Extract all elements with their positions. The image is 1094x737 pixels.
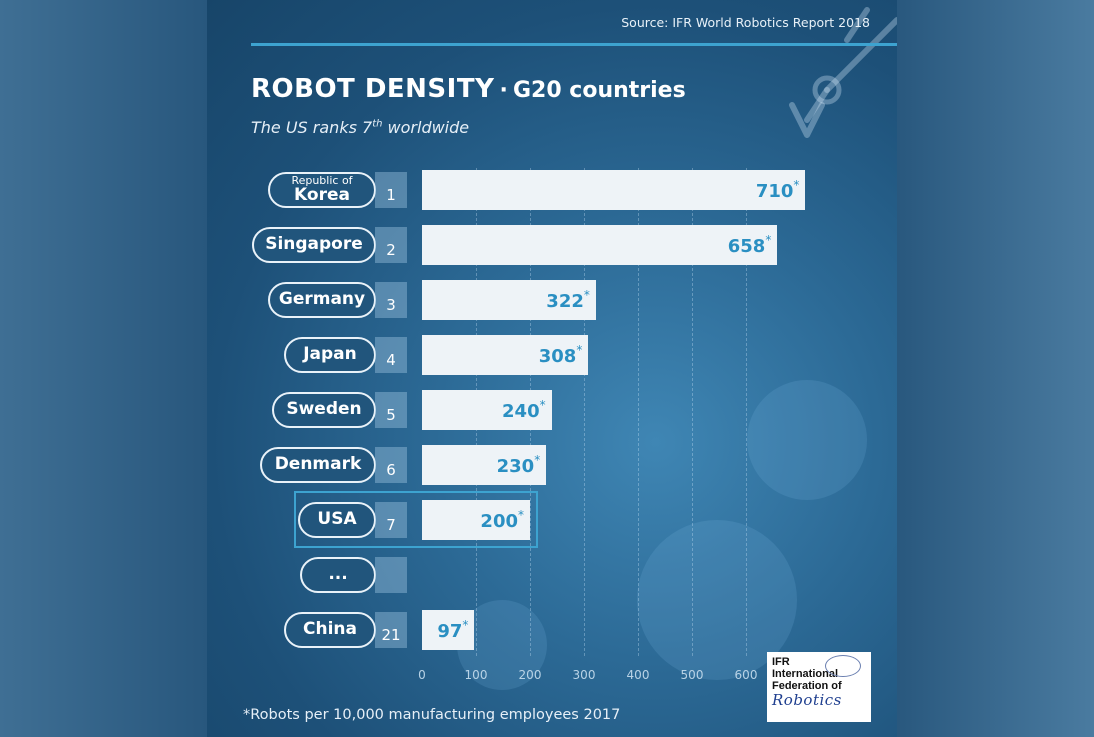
asterisk: *: [534, 453, 541, 467]
country-pill: Germany: [268, 282, 376, 318]
country-pill: ...: [300, 557, 376, 593]
usa-highlight-box: [294, 491, 538, 548]
logo-line: International: [772, 668, 839, 680]
footnote: *Robots per 10,000 manufacturing employe…: [243, 707, 621, 723]
chart-subtitle: The US ranks 7th worldwide: [251, 118, 469, 137]
bar: [422, 280, 596, 320]
globe-icon: [825, 655, 861, 677]
gridline: [692, 168, 693, 656]
subtitle-tail: worldwide: [382, 118, 470, 137]
x-tick-label: 300: [572, 668, 596, 682]
bokeh-light: [747, 380, 867, 500]
logo-line: IFR: [772, 656, 790, 668]
rank-label: 3: [375, 282, 407, 318]
logo-line: Federation of: [772, 680, 842, 692]
rank-label: 7: [375, 502, 407, 538]
right-backdrop: [897, 0, 1094, 737]
country-pill: Singapore: [252, 227, 376, 263]
x-tick-label: 100: [464, 668, 488, 682]
gridline: [746, 168, 747, 656]
country-pill: China: [284, 612, 376, 648]
data-value: 97: [437, 621, 463, 642]
rank-label: 5: [375, 392, 407, 428]
bar: [422, 445, 547, 485]
bar: [422, 335, 589, 375]
data-label: 322*: [422, 280, 590, 320]
left-backdrop: [0, 0, 207, 737]
title-main: ROBOT DENSITY: [251, 74, 495, 104]
subtitle-ordinal: th: [372, 118, 383, 130]
data-label: 97*: [422, 610, 468, 650]
country-pill: Republic of Korea: [268, 172, 376, 208]
data-label: 230*: [422, 445, 541, 485]
gridline: [584, 168, 585, 656]
data-value: 322: [546, 291, 584, 312]
gridline: [638, 168, 639, 656]
asterisk: *: [539, 398, 546, 412]
data-label: 710*: [422, 170, 800, 210]
x-tick-label: 400: [626, 668, 650, 682]
data-label: 658*: [422, 225, 772, 265]
asterisk: *: [793, 178, 800, 192]
rank-label: 1: [375, 172, 407, 208]
source-credit: Source: IFR World Robotics Report 2018: [621, 15, 870, 30]
asterisk: *: [583, 288, 590, 302]
subtitle-text: The US ranks 7: [251, 118, 373, 137]
bar: [422, 170, 806, 210]
data-label: 240*: [422, 390, 546, 430]
robot-arm-icon: [789, 7, 897, 138]
asterisk: *: [462, 618, 469, 632]
chart-title: ROBOT DENSITY · G20 countries: [251, 74, 686, 104]
country-pill: Denmark: [260, 447, 376, 483]
logo-line: Robotics: [772, 691, 842, 709]
rank-label: 6: [375, 447, 407, 483]
x-tick-label: 600: [734, 668, 758, 682]
bar: [422, 500, 530, 540]
header-rule: [251, 43, 897, 46]
bar: [422, 390, 552, 430]
data-value: 308: [538, 346, 577, 367]
title-separator: ·: [499, 78, 508, 103]
data-value: 200: [480, 511, 518, 532]
data-value: 658: [727, 236, 766, 257]
country-name: Republic of Korea: [291, 174, 353, 205]
country-pill: Japan: [284, 337, 376, 373]
rank-label: 4: [375, 337, 407, 373]
asterisk: *: [765, 233, 772, 247]
rank-label: [375, 557, 407, 593]
data-value: 710: [755, 181, 794, 202]
data-label: 308*: [422, 335, 583, 375]
x-tick-label: 0: [418, 668, 426, 682]
ifr-logo: IFR International Federation of Robotics: [767, 652, 871, 722]
country-pill: USA: [298, 502, 376, 538]
asterisk: *: [576, 343, 583, 357]
rank-label: 2: [375, 227, 407, 263]
title-sub: G20 countries: [512, 78, 686, 103]
x-tick-label: 500: [680, 668, 704, 682]
x-tick-label: 200: [518, 668, 542, 682]
bar: [422, 610, 475, 650]
rank-label: 21: [375, 612, 407, 648]
bar: [422, 225, 778, 265]
data-label: 200*: [422, 500, 524, 540]
data-value: 230: [496, 456, 535, 477]
country-pill: Sweden: [272, 392, 376, 428]
country-prefix: Republic of: [291, 174, 353, 188]
data-value: 240: [502, 401, 540, 422]
asterisk: *: [518, 508, 524, 522]
infographic-panel: Source: IFR World Robotics Report 2018 R…: [207, 0, 897, 737]
